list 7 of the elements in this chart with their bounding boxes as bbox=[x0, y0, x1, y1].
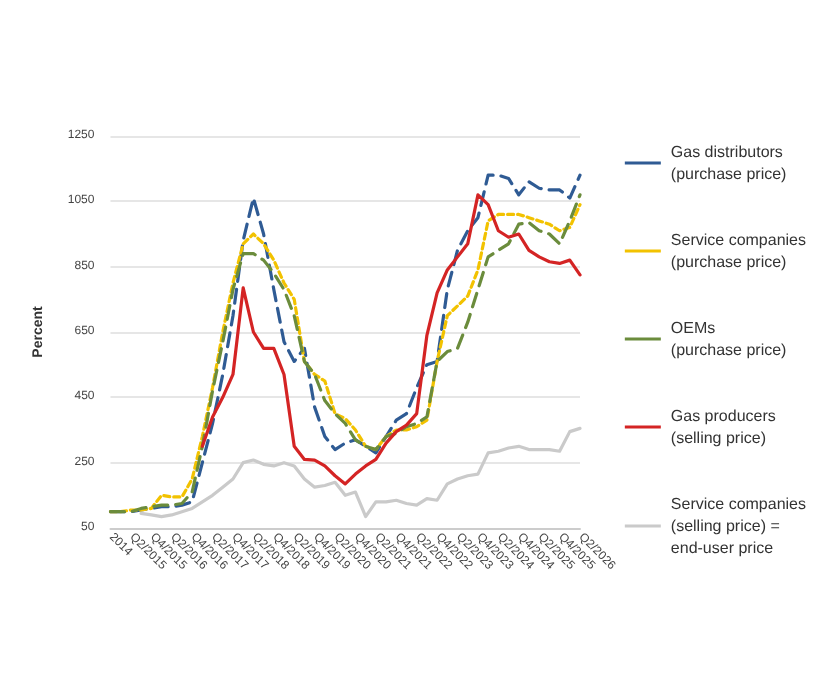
line-series bbox=[139, 426, 582, 519]
legend-label: Service companies (purchase price) bbox=[670, 231, 807, 271]
legend-label: OEMs (purchase price) bbox=[670, 319, 788, 359]
line-series bbox=[200, 193, 582, 486]
legend-label: Gas distributors (purchase price) bbox=[670, 143, 788, 183]
legend-label: Gas producers (selling price) bbox=[670, 407, 776, 447]
legend-label: Service companies (selling price) = end-user price bbox=[670, 495, 807, 557]
